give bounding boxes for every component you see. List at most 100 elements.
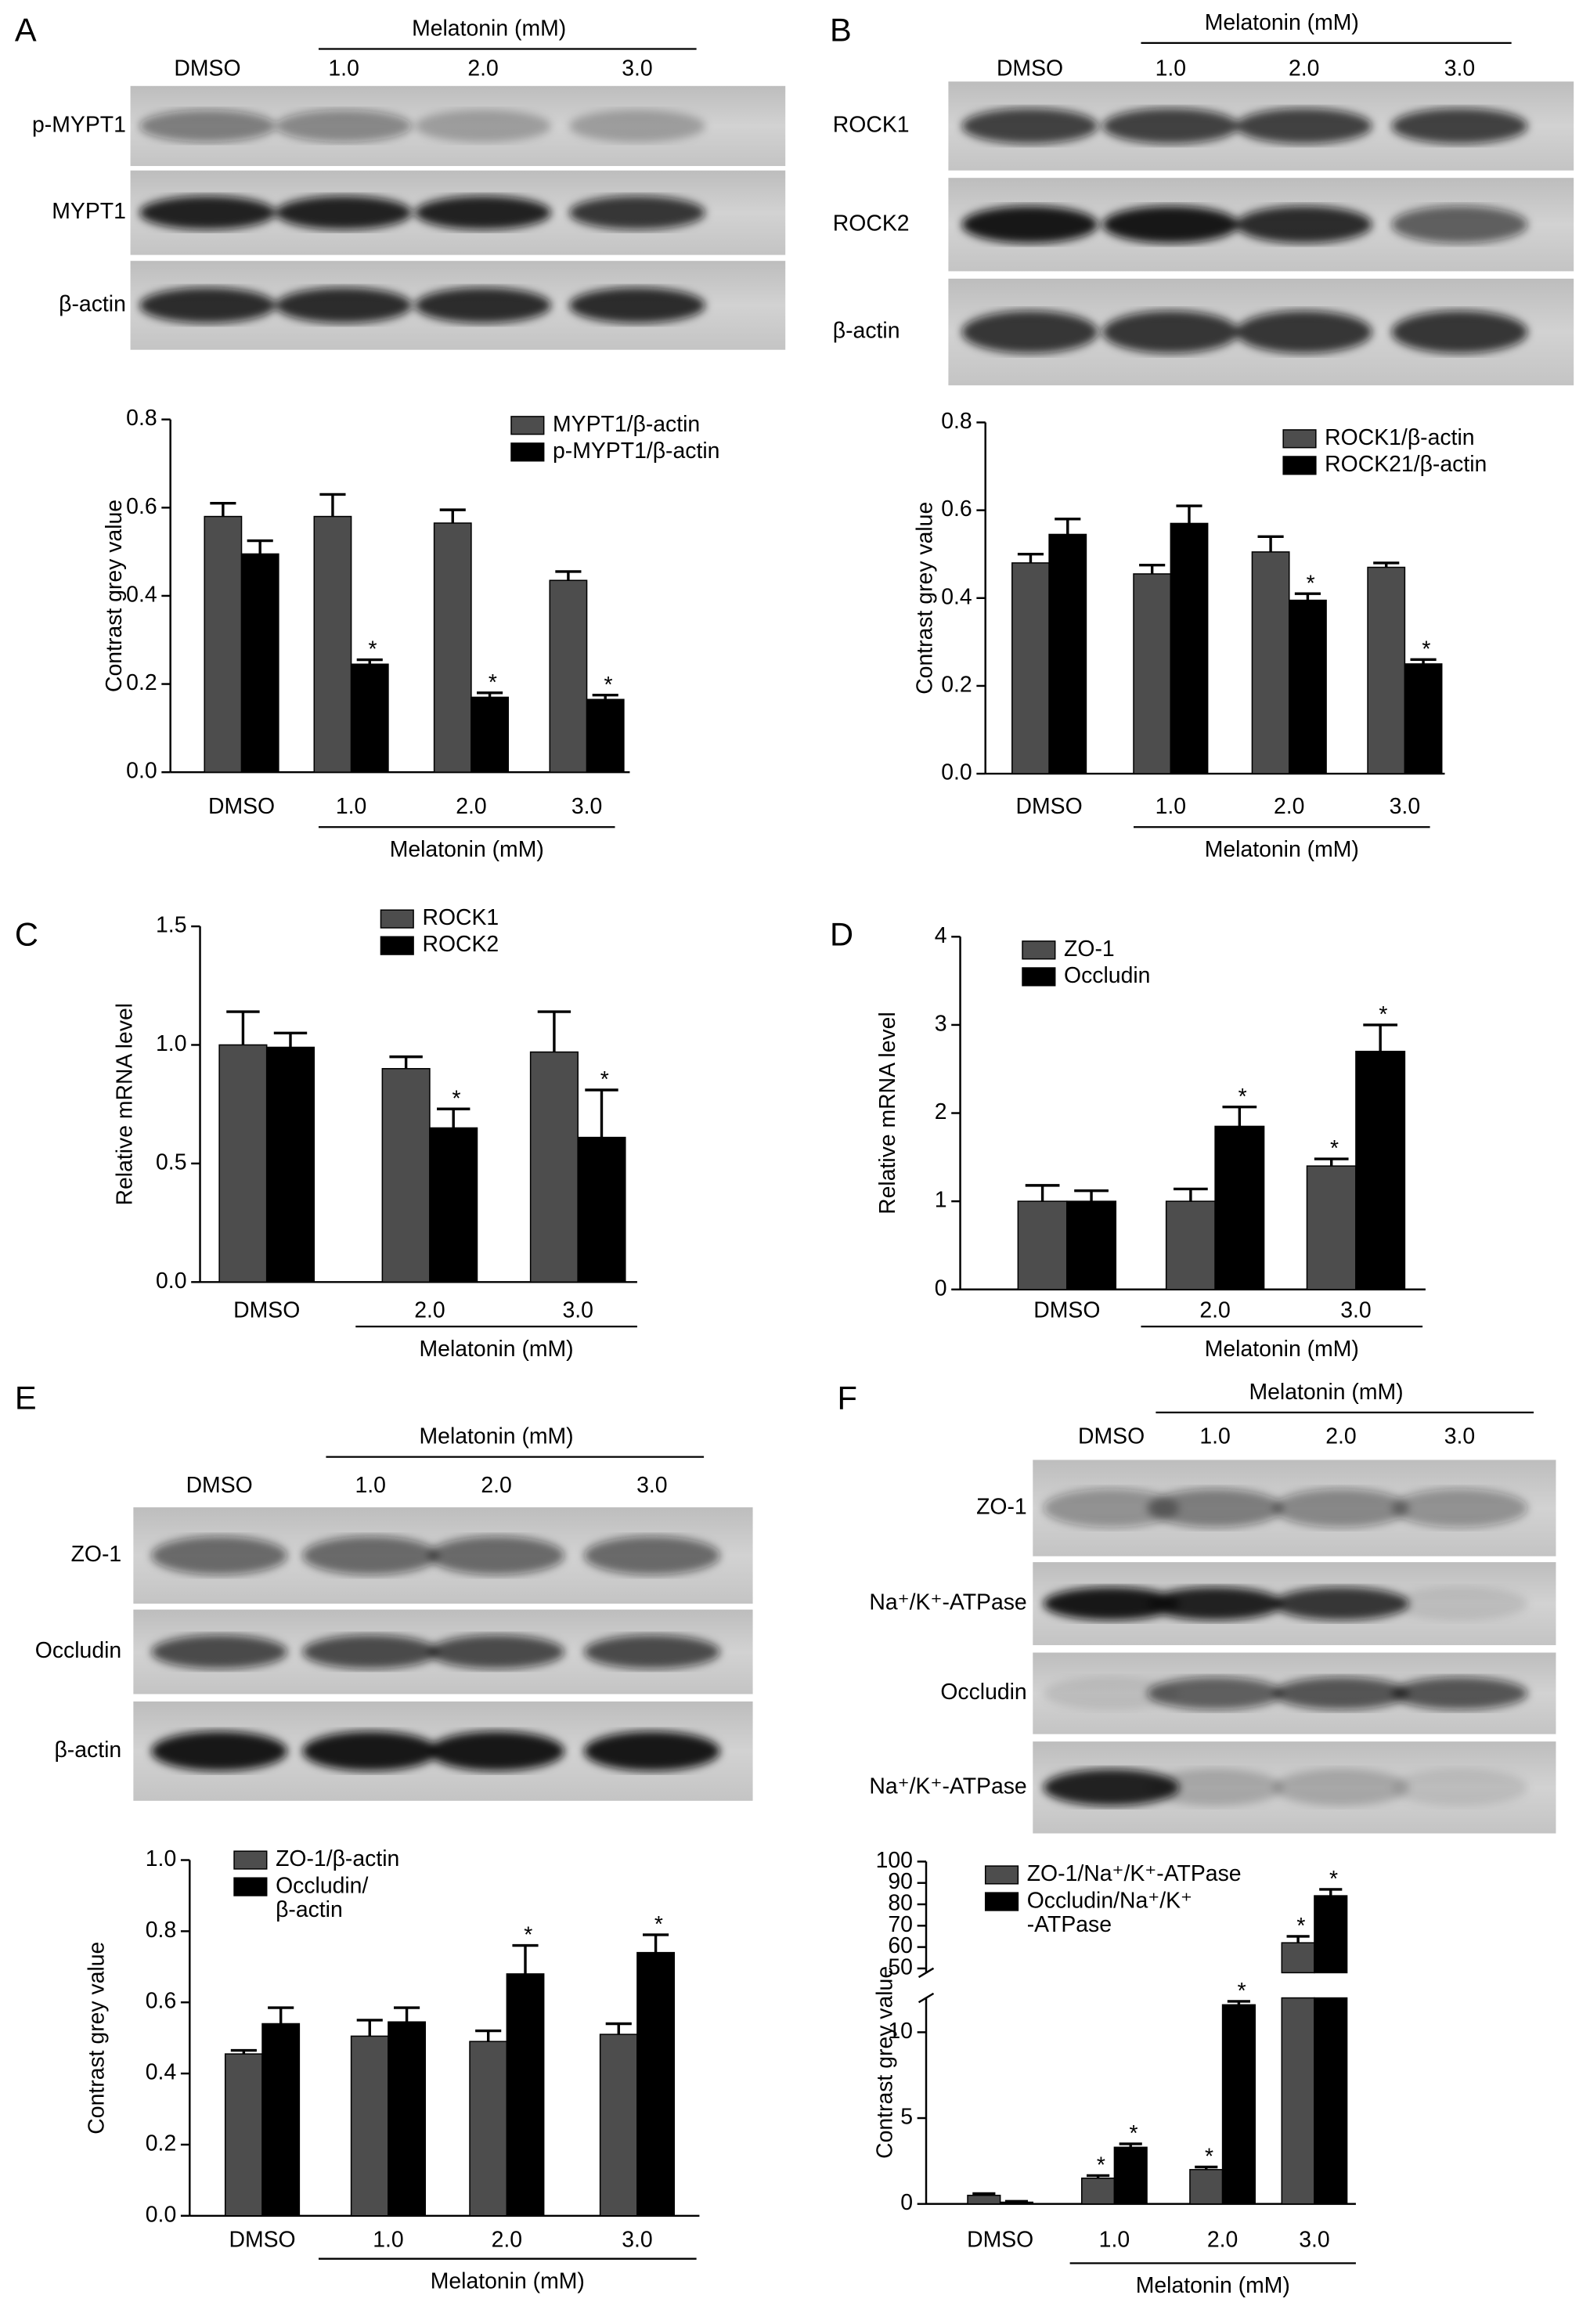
error-bar	[247, 539, 273, 554]
row-label: Na⁺/K⁺-ATPase	[869, 1774, 1026, 1799]
band	[1391, 1586, 1528, 1621]
x-tick-label: 3.0	[1340, 1298, 1371, 1323]
blot-bands	[139, 196, 705, 230]
y-tick-label: 0.6	[146, 1989, 176, 2014]
band	[302, 1731, 439, 1771]
band	[1391, 205, 1528, 244]
significance: *	[654, 1912, 663, 1937]
error-bar	[972, 2192, 996, 2196]
y-tick-label: 0.5	[156, 1149, 186, 1175]
y-axis-label: Relative mRNA level	[112, 1003, 137, 1206]
bar	[265, 1046, 315, 1283]
legend-label: Occludin/Na⁺/K⁺ -ATPase	[1027, 1888, 1192, 1936]
blot-group-label: Melatonin (mM)	[1249, 1380, 1404, 1405]
band	[302, 1635, 439, 1669]
band	[583, 1536, 720, 1575]
error-bar	[1410, 658, 1437, 664]
x-tick-label: 3.0	[1299, 2227, 1329, 2252]
bar	[1281, 1997, 1315, 2205]
row-label: ROCK2	[833, 211, 910, 236]
significance: *	[1422, 637, 1430, 662]
bar	[261, 2023, 301, 2217]
group-label: Melatonin (mM)	[1205, 837, 1359, 862]
legend-swatch	[510, 416, 545, 435]
y-tick-label: 0.4	[126, 582, 157, 607]
y-tick-label: 1.5	[156, 913, 186, 938]
x-tick-label: 1.0	[1156, 794, 1186, 819]
band	[1391, 1769, 1528, 1806]
error-bar	[1314, 1157, 1349, 1167]
row-label: ZO-1	[976, 1494, 1027, 1519]
error-bar	[1373, 561, 1400, 568]
significance: *	[1205, 2145, 1213, 2170]
lane-label: 1.0	[355, 1473, 385, 1498]
band	[151, 1731, 288, 1771]
lane-label: 1.0	[328, 56, 359, 81]
blot-bands	[151, 1731, 720, 1771]
bar	[1133, 573, 1172, 774]
y-tick-label: 100	[876, 1848, 913, 1873]
legend-label: ZO-1/Na⁺/K⁺-ATPase	[1027, 1861, 1242, 1886]
legend-swatch	[1022, 940, 1056, 960]
bar	[240, 553, 279, 773]
legend-swatch	[1022, 967, 1056, 987]
y-tick-label: 0.6	[126, 494, 157, 519]
y-tick-label: 0.8	[941, 409, 972, 434]
bar	[350, 663, 389, 773]
y-tick-label: 0.6	[941, 496, 972, 521]
band	[1102, 310, 1239, 354]
band	[139, 196, 276, 230]
blot-group-label: Melatonin (mM)	[1205, 10, 1359, 35]
legend-label: ZO-1/β-actin	[276, 1846, 399, 1871]
bar	[549, 579, 588, 773]
row-label: β-actin	[833, 319, 900, 344]
band	[428, 1635, 565, 1669]
legend-label: ROCK1/β-actin	[1325, 425, 1474, 450]
error-bar	[273, 1031, 308, 1048]
band	[1235, 108, 1372, 144]
error-bar	[1257, 535, 1284, 552]
lane-label: 3.0	[636, 1473, 667, 1498]
bar	[1048, 533, 1087, 774]
significance: *	[1097, 2153, 1105, 2178]
band	[1272, 1586, 1410, 1621]
error-bar	[1055, 518, 1081, 535]
axis-break	[918, 1967, 935, 1979]
error-bar	[1195, 2165, 1218, 2170]
blot-bands	[1043, 1769, 1528, 1806]
error-bar	[1363, 1023, 1398, 1052]
blot-bands	[961, 205, 1528, 244]
y-tick-label: 0.8	[146, 1918, 176, 1943]
bar	[577, 1136, 626, 1283]
lane-label: 1.0	[1199, 1424, 1230, 1449]
legend-swatch	[1282, 429, 1317, 449]
panel-letter: D	[830, 915, 853, 952]
bar	[599, 2034, 638, 2217]
bar	[1355, 1050, 1406, 1290]
band	[1391, 310, 1528, 354]
legend-swatch	[1282, 456, 1317, 475]
blot-bands	[1043, 1676, 1528, 1710]
bar	[313, 515, 352, 773]
legend-label: ZO-1	[1064, 936, 1115, 962]
error-bar	[226, 1010, 260, 1045]
significance: *	[1238, 1979, 1246, 2004]
blot-bands	[139, 287, 705, 323]
y-axis-label: Contrast grey value	[872, 1966, 897, 2159]
y-axis-label: Relative mRNA level	[875, 1012, 900, 1214]
band	[583, 1635, 720, 1669]
lane-label: 2.0	[481, 1473, 511, 1498]
bar	[1011, 562, 1050, 774]
lane-label: 1.0	[1156, 56, 1186, 81]
bar	[1314, 1997, 1348, 2205]
y-tick-label: 0.8	[126, 406, 157, 431]
x-tick-label: 2.0	[1274, 794, 1304, 819]
band	[961, 205, 1098, 244]
band	[302, 1536, 439, 1575]
blot-bands	[1043, 1489, 1528, 1528]
bar	[1288, 599, 1327, 774]
row-label: ZO-1	[71, 1542, 122, 1567]
row-label: Na⁺/K⁺-ATPase	[869, 1590, 1026, 1615]
blot-bands	[1043, 1586, 1528, 1621]
significance: *	[604, 673, 612, 698]
